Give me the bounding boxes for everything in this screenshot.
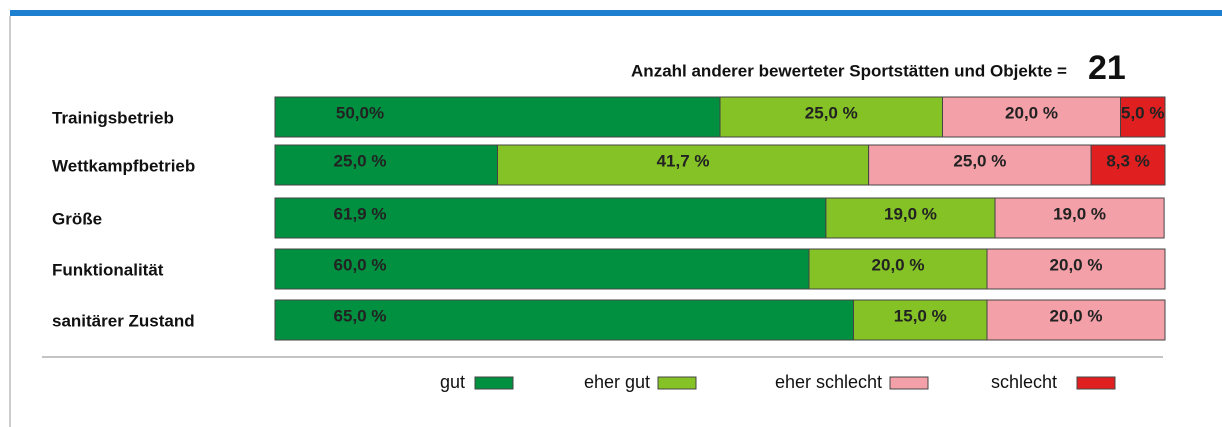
legend-label: gut — [440, 372, 465, 392]
bar-segment — [986, 248, 1166, 290]
category-label: Trainigsbetrieb — [52, 108, 174, 127]
value-label: 65,0 % — [334, 306, 387, 325]
value-label: 25,0 % — [805, 103, 858, 122]
bar-segment — [868, 144, 1092, 186]
legend-label: eher schlecht — [775, 372, 882, 392]
bar-segment — [1090, 144, 1166, 186]
bar-segment — [1120, 96, 1166, 138]
value-label: 20,0 % — [872, 255, 925, 274]
value-label: 20,0 % — [1005, 103, 1058, 122]
top-bar — [10, 10, 1222, 16]
category-label: Wettkampfbetrieb — [52, 156, 195, 175]
bar-segment — [853, 299, 988, 341]
legend-swatch — [657, 376, 697, 390]
value-label: 19,0 % — [1053, 204, 1106, 223]
bar-segment — [825, 197, 996, 239]
bar-segment — [719, 96, 943, 138]
bar-segment — [994, 197, 1165, 239]
value-label: 8,3 % — [1106, 151, 1149, 170]
value-label: 20,0 % — [1050, 306, 1103, 325]
bar-segment — [274, 248, 810, 290]
value-label: 25,0 % — [953, 151, 1006, 170]
legend-swatch — [474, 376, 514, 390]
value-label: 15,0 % — [894, 306, 947, 325]
bar-segment — [274, 197, 827, 239]
legend-label: schlecht — [991, 372, 1057, 392]
category-label: Größe — [52, 209, 102, 228]
value-label: 61,9 % — [334, 204, 387, 223]
bar-segment — [808, 248, 988, 290]
value-label: 5,0 % — [1121, 103, 1164, 122]
value-label: 50,0% — [336, 103, 384, 122]
value-label: 60,0 % — [334, 255, 387, 274]
legend-label: eher gut — [584, 372, 650, 392]
category-label: sanitärer Zustand — [52, 311, 195, 330]
bar-segment — [274, 96, 721, 138]
bar-segment — [942, 96, 1121, 138]
legend-swatch — [889, 376, 929, 390]
annotation-value: 21 — [1088, 49, 1126, 87]
legend-swatch — [1076, 376, 1116, 390]
value-label: 41,7 % — [657, 151, 710, 170]
category-label: Funktionalität — [52, 260, 164, 279]
value-label: 20,0 % — [1050, 255, 1103, 274]
value-label: 19,0 % — [884, 204, 937, 223]
bar-segment — [274, 299, 854, 341]
value-label: 25,0 % — [334, 151, 387, 170]
bar-segment — [497, 144, 870, 186]
annotation: Anzahl anderer bewerteter Sportstätten u… — [631, 61, 1067, 80]
bar-segment — [986, 299, 1166, 341]
